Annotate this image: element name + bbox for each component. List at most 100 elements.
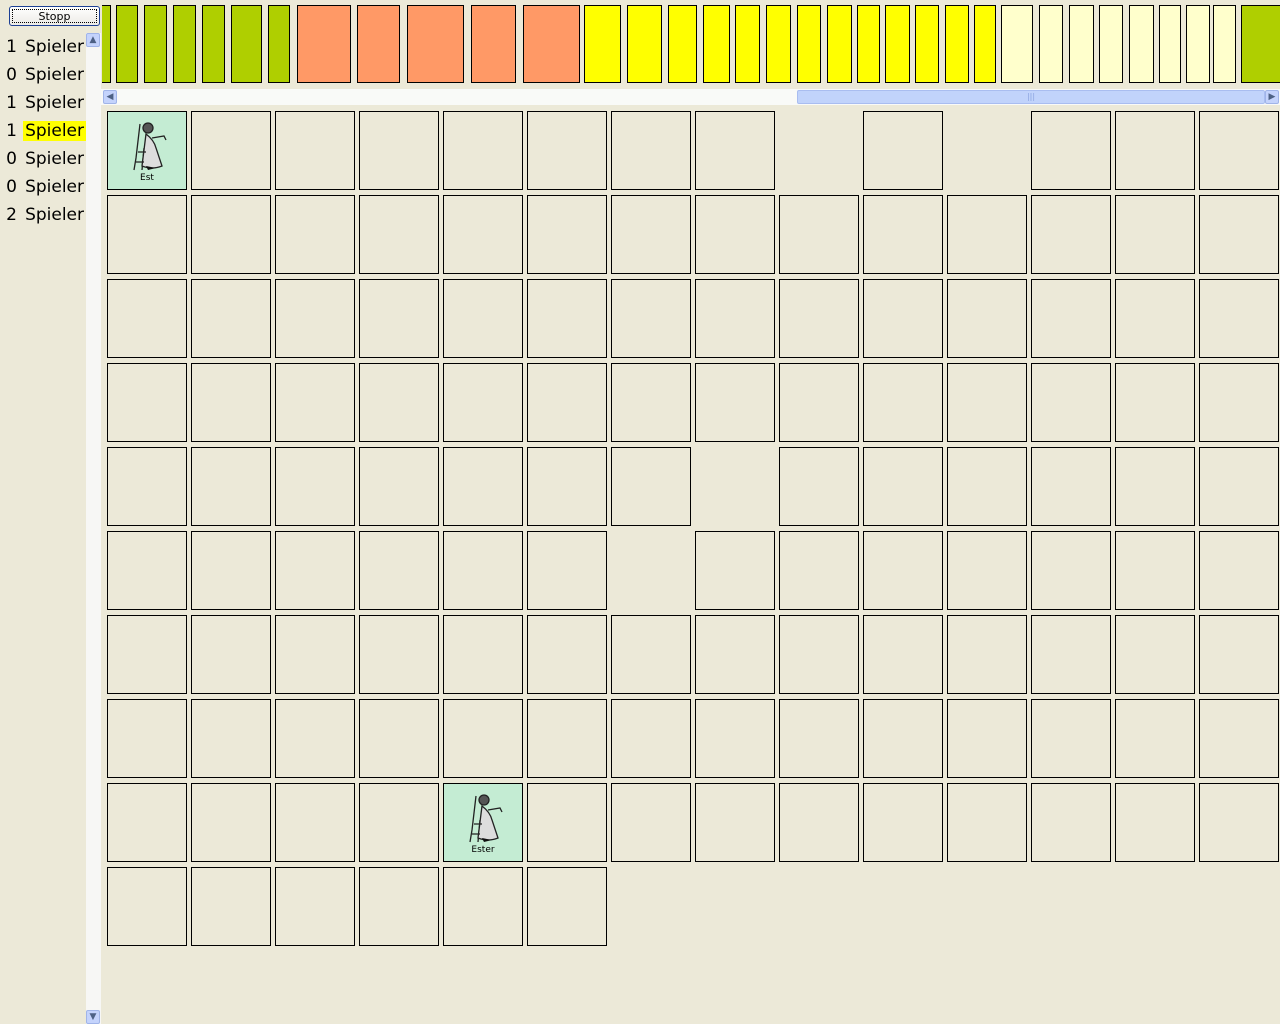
grid-cell[interactable] (443, 447, 523, 526)
color-bar-green[interactable] (231, 5, 262, 83)
grid-cell[interactable] (947, 447, 1027, 526)
grid-cell[interactable] (1031, 783, 1111, 862)
grid-cell[interactable] (863, 699, 943, 778)
color-bar-orange[interactable] (471, 5, 516, 83)
stop-button[interactable]: Stopp (9, 6, 100, 26)
color-bar-orange[interactable] (297, 5, 351, 83)
grid-cell[interactable] (443, 279, 523, 358)
color-bar-orange[interactable] (357, 5, 400, 83)
grid-cell[interactable] (947, 279, 1027, 358)
grid-cell[interactable] (1199, 615, 1279, 694)
grid-cell[interactable] (863, 363, 943, 442)
grid-cell[interactable] (611, 531, 691, 610)
grid-cell[interactable] (107, 363, 187, 442)
grid-cell[interactable] (863, 615, 943, 694)
color-bar-yellow[interactable] (945, 5, 969, 83)
horizontal-scrollbar[interactable]: ◀ ||| ▶ (101, 89, 1280, 105)
grid-cell[interactable] (359, 615, 439, 694)
grid-cell[interactable] (611, 111, 691, 190)
grid-cell[interactable] (107, 447, 187, 526)
color-bar-pale[interactable] (1001, 5, 1033, 83)
grid-cell[interactable] (947, 111, 1027, 190)
grid-cell[interactable] (359, 195, 439, 274)
grid-cell[interactable] (275, 447, 355, 526)
player-row[interactable]: 0 Spieler (0, 173, 86, 201)
grid-cell[interactable] (611, 783, 691, 862)
grid-cell[interactable] (1115, 447, 1195, 526)
grid-cell[interactable] (359, 111, 439, 190)
grid-cell[interactable] (359, 363, 439, 442)
grid-cell[interactable] (359, 783, 439, 862)
color-bar-pale[interactable] (1069, 5, 1094, 83)
grid-cell[interactable] (863, 447, 943, 526)
grid-cell[interactable] (1031, 699, 1111, 778)
grid-cell[interactable] (947, 531, 1027, 610)
grid-cell[interactable] (1031, 195, 1111, 274)
grid-cell[interactable] (779, 783, 859, 862)
grid-cell[interactable] (443, 111, 523, 190)
grid-cell[interactable] (779, 531, 859, 610)
color-bar-orange[interactable] (523, 5, 580, 83)
grid-cell[interactable] (1031, 279, 1111, 358)
color-bar-pale[interactable] (1186, 5, 1210, 83)
grid-cell[interactable] (527, 363, 607, 442)
grid-cell[interactable] (1115, 279, 1195, 358)
color-bar-green[interactable] (173, 5, 196, 83)
grid-cell[interactable] (1199, 447, 1279, 526)
grid-cell[interactable] (863, 531, 943, 610)
grid-cell[interactable] (863, 195, 943, 274)
grid-cell[interactable] (1115, 363, 1195, 442)
vertical-scrollbar[interactable]: ▲ ▼ (86, 33, 101, 1024)
grid-cell[interactable] (191, 279, 271, 358)
grid-cell[interactable] (107, 195, 187, 274)
color-bar-pale[interactable] (1129, 5, 1154, 83)
grid-cell[interactable] (779, 279, 859, 358)
grid-cell[interactable] (779, 111, 859, 190)
grid-cell[interactable] (947, 615, 1027, 694)
grid-cell[interactable] (611, 615, 691, 694)
grid-cell[interactable] (359, 699, 439, 778)
grid-cell[interactable] (611, 279, 691, 358)
grid-cell[interactable] (1031, 531, 1111, 610)
grid-cell[interactable] (611, 363, 691, 442)
grid-cell[interactable] (695, 447, 775, 526)
color-bar-yellow[interactable] (915, 5, 939, 83)
color-bar-green[interactable] (202, 5, 225, 83)
grid-cell[interactable] (107, 867, 187, 946)
color-bar-green[interactable] (102, 5, 111, 83)
grid-cell[interactable] (527, 111, 607, 190)
grid-cell[interactable] (443, 867, 523, 946)
grid-cell[interactable] (695, 615, 775, 694)
grid-cell[interactable] (695, 363, 775, 442)
grid-cell[interactable] (359, 531, 439, 610)
color-bar-orange[interactable] (407, 5, 464, 83)
grid-cell[interactable] (443, 699, 523, 778)
color-bar-yellow[interactable] (827, 5, 852, 83)
grid-cell[interactable] (359, 447, 439, 526)
grid-cell[interactable] (1199, 279, 1279, 358)
scroll-left-button[interactable]: ◀ (103, 90, 117, 104)
grid-cell[interactable] (191, 363, 271, 442)
color-bar-green[interactable] (1241, 5, 1280, 83)
grid-cell[interactable] (191, 867, 271, 946)
color-bar-pale[interactable] (1213, 5, 1236, 83)
player-row[interactable]: 0 Spieler (0, 61, 86, 89)
grid-cell[interactable] (443, 363, 523, 442)
grid-cell[interactable] (275, 531, 355, 610)
color-bar-yellow[interactable] (735, 5, 760, 83)
grid-cell[interactable] (779, 447, 859, 526)
grid-cell[interactable] (527, 447, 607, 526)
color-bar-green[interactable] (144, 5, 167, 83)
grid-cell[interactable] (863, 279, 943, 358)
grid-cell[interactable] (1199, 783, 1279, 862)
grid-cell[interactable] (527, 615, 607, 694)
grid-cell[interactable] (611, 699, 691, 778)
color-bar-yellow[interactable] (885, 5, 910, 83)
color-bar-green[interactable] (268, 5, 290, 83)
grid-cell[interactable] (527, 195, 607, 274)
grid-cell[interactable] (779, 615, 859, 694)
grid-cell[interactable] (1199, 195, 1279, 274)
player-row[interactable]: 1 Spieler (0, 89, 86, 117)
card-ester[interactable]: Ester (443, 783, 523, 862)
grid-cell[interactable] (191, 699, 271, 778)
